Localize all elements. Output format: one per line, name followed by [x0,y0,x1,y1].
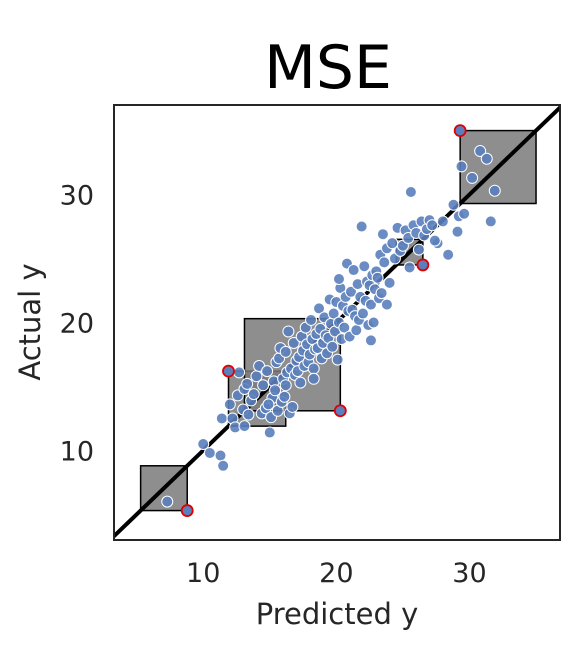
chart-title: MSE [264,33,392,103]
scatter-point [327,307,340,320]
highlighted-point [180,504,194,517]
y-tick-label: 10 [60,436,94,467]
scatter-point [447,198,460,211]
scatter-point [371,271,384,284]
scatter-point [261,365,274,378]
scatter-point [347,264,360,277]
scatter-point [223,398,236,411]
scatter-point [484,215,497,228]
scatter-point [428,234,441,247]
scatter-point [426,219,439,232]
scatter-point [263,426,276,439]
highlighted-point [453,124,467,137]
scatter-point [294,376,307,389]
tick-labels: 10 20 30 10 20 30 [60,181,487,589]
scatter-point [282,325,295,338]
scatter-point [455,160,468,173]
scatter-point [376,228,389,241]
scatter-point [233,366,246,379]
scatter-point [364,298,377,311]
scatter-point [197,438,210,451]
scatter-point [474,145,487,158]
scatter-point [466,171,479,184]
scatter-point [344,285,357,298]
scatter-point [305,313,318,326]
scatter-point [307,372,320,385]
scatter-point [247,388,260,401]
scatter-point [383,276,396,289]
scatter-point [436,215,449,228]
y-tick-label: 30 [60,181,94,212]
scatter-point [378,256,391,269]
scatter-point [412,243,425,256]
scatter-point [451,225,464,238]
scatter-point [313,302,326,315]
scatter-point [358,260,371,273]
y-tick-label: 20 [60,309,94,340]
scatter-point [242,408,255,421]
scatter-point [442,248,455,261]
plot-frame [113,104,561,541]
x-tick-label: 30 [452,558,486,589]
scatter-point [279,379,292,392]
scatter-point [458,207,471,220]
highlighted-point [222,364,235,378]
scatter-point [488,184,501,197]
scatter-point [214,449,227,462]
scatter-point [338,321,351,334]
x-tick-label: 10 [186,558,220,589]
y-axis-label: Actual y [13,263,47,380]
scatter-point [238,420,251,433]
scatter-point [380,298,393,311]
scatter-point [356,307,369,320]
plot-content [114,105,560,539]
scatter-point [287,336,300,349]
scatter-point [217,459,230,472]
scatter-point [331,353,344,366]
scatter-point [332,273,345,285]
scatter-point [326,340,339,353]
highlighted-point [333,404,347,418]
scatter-point [279,345,292,358]
scatter-point [355,220,368,233]
scatter-point [403,261,416,274]
scatter-point [375,287,388,300]
scatter-point [257,379,270,392]
scatter-point [161,495,174,508]
scatter-point [241,377,254,390]
scatter-point [367,316,380,329]
scatter-point [215,412,228,425]
scatter-point [364,334,377,347]
scatter-point [278,390,291,403]
x-axis-label: Predicted y [256,597,419,631]
scatter-point [404,186,417,198]
scatter-point [269,384,282,397]
scatter-point [203,447,216,459]
x-tick-label: 20 [319,558,353,589]
highlighted-point [416,258,430,272]
scatter-point [262,398,275,411]
scatter-point [286,400,299,413]
scatter-point [350,324,363,337]
scatter-point [307,362,320,375]
scatter-point [480,152,493,165]
